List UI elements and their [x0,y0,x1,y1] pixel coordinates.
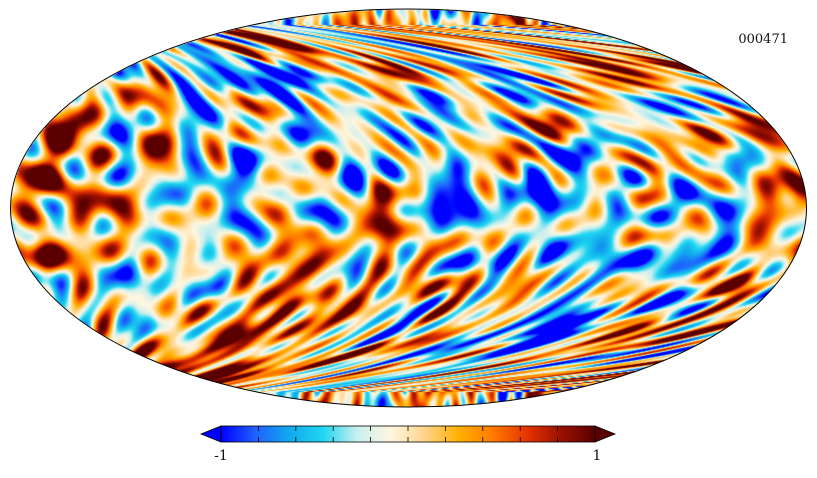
colorbar-min-label: -1 [214,448,228,464]
map-outline [10,8,807,408]
colorbar-over-arrow [594,425,617,443]
temperature-field [10,9,807,407]
colorbar-max-label: 1 [592,448,602,464]
mollweide-map [10,8,807,408]
colorbar-under-arrow [199,425,222,443]
map-id-label: 000471 [738,32,788,47]
colorbar [199,425,617,443]
colorbar-ticks [220,426,596,442]
